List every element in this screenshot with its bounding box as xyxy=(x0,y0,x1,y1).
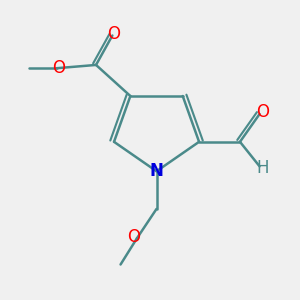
Text: O: O xyxy=(256,103,269,122)
Text: H: H xyxy=(256,159,269,177)
Text: O: O xyxy=(107,25,121,43)
Text: O: O xyxy=(52,59,65,77)
Text: N: N xyxy=(150,162,164,180)
Text: O: O xyxy=(127,228,140,246)
